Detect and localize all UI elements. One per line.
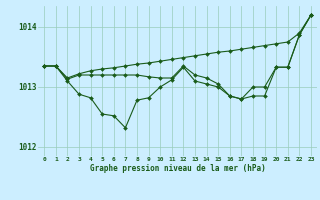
X-axis label: Graphe pression niveau de la mer (hPa): Graphe pression niveau de la mer (hPa) <box>90 164 266 173</box>
